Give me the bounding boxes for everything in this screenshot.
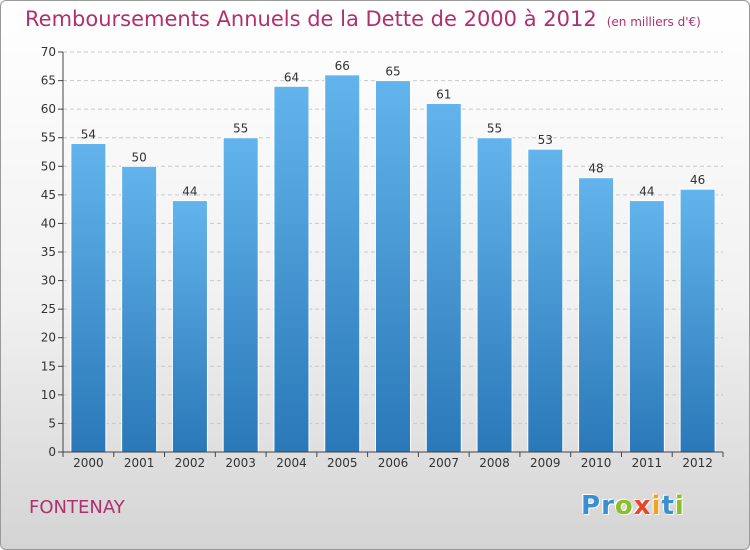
y-tick-label: 0 xyxy=(48,445,56,459)
bar xyxy=(679,188,716,453)
bar-series xyxy=(70,74,716,453)
chart-subtitle: (en milliers d'€) xyxy=(606,15,701,29)
y-tick-label: 30 xyxy=(41,274,56,288)
x-tick-label: 2012 xyxy=(682,456,713,470)
x-tick-label: 2009 xyxy=(530,456,561,470)
y-tick-label: 5 xyxy=(48,416,56,430)
x-tick-label: 2007 xyxy=(428,456,459,470)
chart-title-text: Remboursements Annuels de la Dette de 20… xyxy=(25,7,597,31)
data-label: 44 xyxy=(639,185,654,199)
x-tick-label: 2006 xyxy=(378,456,409,470)
data-label: 46 xyxy=(690,173,705,187)
bar xyxy=(121,165,158,453)
y-tick-label: 70 xyxy=(41,45,56,59)
commune-name: FONTENAY xyxy=(29,497,125,518)
bar xyxy=(171,200,208,453)
y-tick-label: 25 xyxy=(41,302,56,316)
y-tick-label: 35 xyxy=(41,245,56,259)
bar xyxy=(527,148,564,453)
logo-letter: t xyxy=(661,491,675,521)
data-label: 54 xyxy=(81,127,96,141)
data-label: 50 xyxy=(132,150,147,164)
data-label: 48 xyxy=(588,162,603,176)
x-tick-label: 2003 xyxy=(225,456,256,470)
x-tick-label: 2008 xyxy=(479,456,510,470)
bar xyxy=(324,74,361,453)
logo-letter: x xyxy=(633,491,652,521)
y-tick-label: 60 xyxy=(41,102,56,116)
data-label: 53 xyxy=(538,133,553,147)
data-label: 61 xyxy=(436,87,451,101)
proxiti-logo[interactable]: Proxiti xyxy=(581,491,685,521)
y-tick-label: 55 xyxy=(41,131,56,145)
y-tick-label: 15 xyxy=(41,359,56,373)
y-tick-label: 10 xyxy=(41,388,56,402)
y-tick-label: 40 xyxy=(41,216,56,230)
data-label: 55 xyxy=(487,122,502,136)
data-label: 64 xyxy=(284,70,299,84)
data-labels: 54 50 44 55 64 66 65 61 55 53 48 44 46 xyxy=(81,59,706,199)
bar xyxy=(374,80,412,453)
bar-chart: 54 50 44 55 64 66 65 61 55 53 48 44 46 0 5 10 15 20 25 30 3… xyxy=(41,45,724,470)
x-tick-label: 2000 xyxy=(73,456,104,470)
bar xyxy=(222,137,259,453)
axes: 0 5 10 15 20 25 30 35 40 45 50 55 60 65 70 2000 2001 2002… xyxy=(41,45,724,470)
x-tick-label: 2004 xyxy=(276,456,307,470)
bar xyxy=(578,177,615,453)
x-tick-label: 2001 xyxy=(124,456,155,470)
logo-letter: i xyxy=(651,491,662,521)
logo-letter: i xyxy=(674,491,685,521)
bar xyxy=(70,142,107,453)
data-label: 66 xyxy=(335,59,350,73)
y-tick-label: 20 xyxy=(41,331,56,345)
x-tick-label: 2005 xyxy=(327,456,358,470)
data-label: 65 xyxy=(385,65,400,79)
bar xyxy=(425,102,462,453)
y-tick-label: 50 xyxy=(41,159,56,173)
bar xyxy=(273,85,310,453)
data-label: 44 xyxy=(182,185,197,199)
logo-letter: P xyxy=(581,491,602,521)
chart-title: Remboursements Annuels de la Dette de 20… xyxy=(25,7,701,31)
logo-letter: r xyxy=(601,491,615,521)
logo-letter: o xyxy=(614,491,634,521)
bar xyxy=(476,137,513,453)
x-tick-label: 2010 xyxy=(581,456,612,470)
data-label: 55 xyxy=(233,122,248,136)
y-tick-label: 45 xyxy=(41,188,56,202)
x-tick-label: 2002 xyxy=(175,456,206,470)
x-tick-label: 2011 xyxy=(632,456,663,470)
y-tick-label: 65 xyxy=(41,74,56,88)
bar xyxy=(628,200,665,453)
